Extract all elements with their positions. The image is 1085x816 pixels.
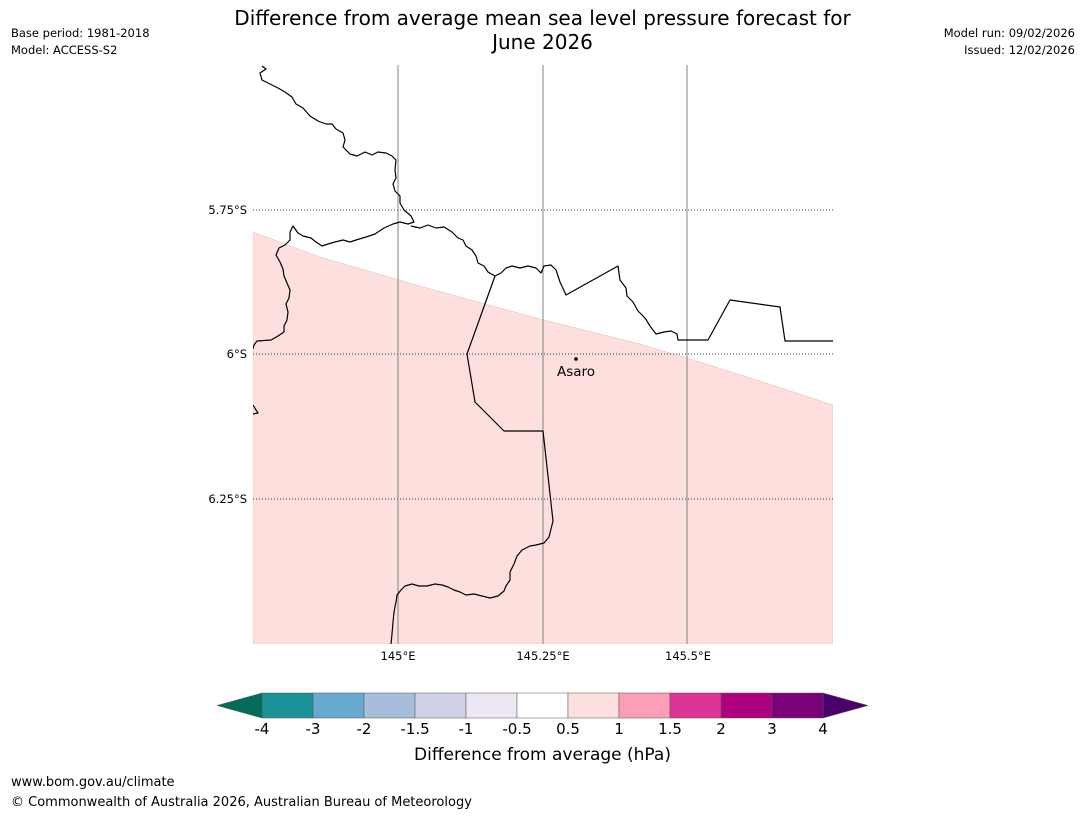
title-line-2: June 2026 [492, 30, 593, 54]
boundary-east-north [410, 224, 833, 342]
colorbar-segment [771, 692, 824, 719]
footer-copyright: © Commonwealth of Australia 2026, Austra… [11, 795, 472, 810]
colorbar-tick-label: -4 [254, 720, 270, 738]
header-left: Base period: 1981-2018 Model: ACCESS-S2 [11, 25, 150, 59]
colorbar-over-arrow [822, 692, 869, 719]
colorbar-segment [261, 692, 314, 719]
asaro-marker [574, 357, 578, 361]
colorbar-under-arrow [216, 692, 263, 719]
base-period: Base period: 1981-2018 [11, 26, 150, 40]
colorbar-tick-label: -3 [305, 720, 321, 738]
colorbar-tick-label: 1.5 [658, 720, 682, 738]
colorbar-segment [414, 692, 467, 719]
lon-label-145.5: 145.5°E [665, 649, 711, 663]
page-title: Difference from average mean sea level p… [0, 6, 1085, 54]
colorbar [216, 692, 869, 719]
lon-label-145: 145°E [380, 649, 416, 663]
province-boundaries [253, 65, 833, 644]
header-right: Model run: 09/02/2026 Issued: 12/02/2026 [944, 25, 1075, 59]
colorbar-tick-label: -1.5 [400, 720, 430, 738]
lon-label-145.25: 145.25°E [516, 649, 570, 663]
colorbar-tick-label: 1 [614, 720, 624, 738]
colorbar-tick-label: 3 [767, 720, 777, 738]
lat-label-5.75: 5.75°S [208, 203, 247, 217]
colorbar-segment [465, 692, 518, 719]
lat-label-6: 6°S [226, 347, 247, 361]
colorbar-segment [312, 692, 365, 719]
colorbar-tick-label: -2 [356, 720, 372, 738]
colorbar-segment [669, 692, 722, 719]
colorbar-tick-label: 2 [716, 720, 726, 738]
colorbar-tick-label: -0.5 [502, 720, 532, 738]
colorbar-segment [618, 692, 671, 719]
boundary-internal [390, 275, 554, 644]
model-run: Model run: 09/02/2026 [943, 26, 1075, 40]
model-name: Model: ACCESS-S2 [11, 43, 118, 57]
boundary-north [253, 65, 415, 350]
colorbar-segment [567, 692, 620, 719]
footer-url[interactable]: www.bom.gov.au/climate [11, 775, 175, 790]
colorbar-segment [516, 692, 569, 719]
colorbar-tick-label: 4 [818, 720, 828, 738]
issued-date: Issued: 12/02/2026 [964, 43, 1075, 57]
colorbar-tick-label: 0.5 [556, 720, 580, 738]
lat-label-6.25: 6.25°S [208, 492, 247, 506]
colorbar-segment [720, 692, 773, 719]
place-label-asaro: Asaro [557, 364, 596, 380]
colorbar-label: Difference from average (hPa) [414, 745, 671, 765]
title-line-1: Difference from average mean sea level p… [234, 6, 851, 30]
boundary-west-fragment [253, 404, 259, 415]
colorbar-segment [363, 692, 416, 719]
colorbar-tick-label: -1 [458, 720, 474, 738]
